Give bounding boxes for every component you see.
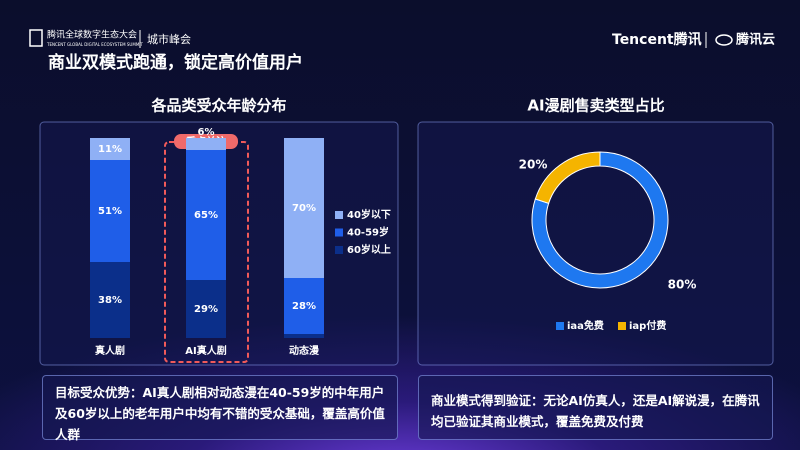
legend-label: iap付费 (629, 319, 666, 332)
bar-segment (284, 138, 324, 278)
chart-title: 各品类受众年龄分布 (150, 97, 286, 115)
bar-segment (186, 280, 226, 338)
legend-swatch (556, 322, 564, 330)
bar-segment (90, 160, 130, 262)
value-label: 80% (668, 278, 697, 292)
donut-segment (534, 151, 601, 204)
event: 城市峰会 (147, 32, 191, 46)
legend-label: 40-59岁 (347, 226, 389, 239)
bar-segment (284, 278, 324, 334)
highlight-box (164, 141, 249, 363)
bar-segment (186, 150, 226, 280)
cloud-icon (715, 34, 733, 46)
value-label: 6% (198, 127, 215, 138)
bar-segment (90, 262, 130, 338)
cloud: 腾讯云 (735, 32, 775, 48)
donut-segment (531, 151, 669, 289)
legend-swatch (335, 246, 343, 254)
bar-segment (90, 138, 130, 160)
subtitle: 商业双模式跑通，锁定高价值用户 (48, 52, 303, 73)
legend-label: iaa免费 (567, 319, 604, 332)
x-tick-label: 真人剧 (95, 344, 125, 357)
value-label: 70% (292, 203, 316, 214)
logo: 腾讯全球数字生态大会 (47, 29, 137, 41)
value-label: 51% (98, 206, 122, 217)
value-label: 11% (98, 144, 122, 155)
logo-sub: TENCENT GLOBAL DIGITAL ECOSYSTEM SUMMIT (46, 42, 143, 47)
panel (417, 121, 774, 366)
legend-label: 40岁以下 (347, 208, 391, 221)
note: 目标受众优势：AI真人剧相对动态漫在40-59岁的中年用户及60岁以上的老年用户… (42, 375, 398, 442)
x-tick-label: 动态漫 (289, 344, 320, 357)
chart-title: AI漫剧售卖类型占比 (527, 97, 664, 115)
bar-segment (284, 334, 324, 338)
x-tick-label: AI真人剧 (185, 344, 226, 357)
brand: Tencent腾讯 (612, 31, 702, 48)
value-label: 28% (292, 301, 316, 312)
legend-swatch (618, 322, 626, 330)
value-label: 20% (519, 158, 548, 172)
value-label: 29% (194, 304, 218, 315)
legend-swatch (335, 211, 343, 219)
value-label: 65% (194, 210, 218, 221)
value-label: 38% (98, 295, 122, 306)
logo-icon (29, 29, 43, 47)
legend-label: 60岁以上 (347, 243, 391, 256)
legend-swatch (335, 228, 343, 237)
note: 商业模式得到验证：无论AI仿真人，还是AI解说漫，在腾讯均已验证其商业模式，覆盖… (418, 375, 773, 440)
bar-segment (186, 138, 226, 150)
